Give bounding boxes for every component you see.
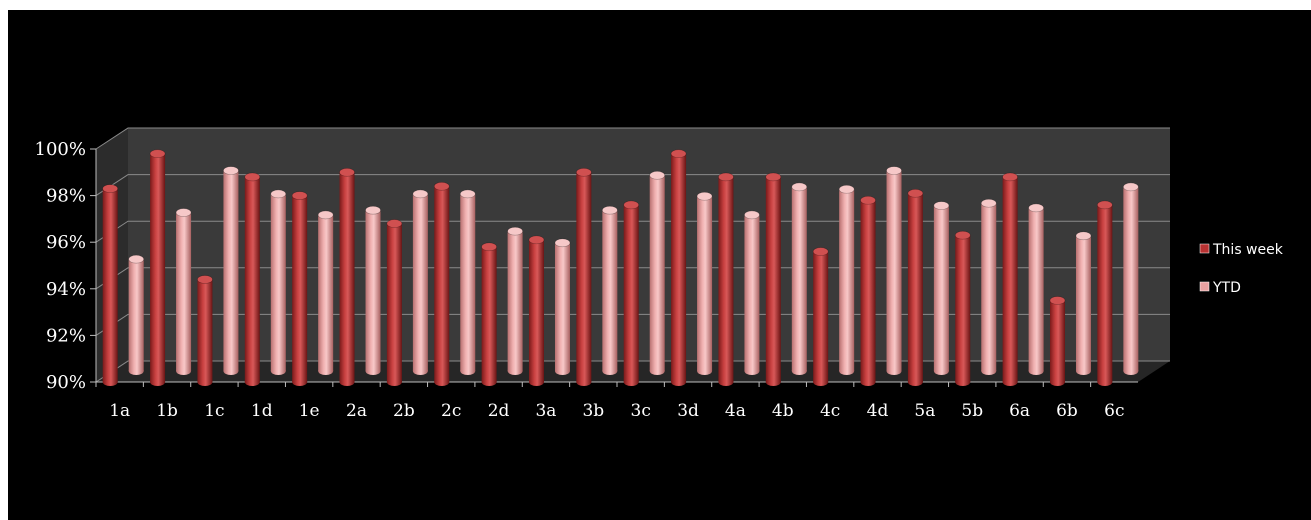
x-tick-label-1a: 1a: [109, 401, 130, 421]
bar-this-week-1d: [244, 172, 261, 386]
y-tick-label: 92%: [46, 325, 86, 346]
x-tick-label-3a: 3a: [535, 401, 556, 421]
bar-ytd-2c: [459, 189, 476, 375]
bar-this-week-2d: [481, 242, 497, 386]
bar-ytd-1b: [175, 208, 192, 375]
legend-item-ytd: YTD: [1199, 280, 1241, 296]
x-tick-label-3b: 3b: [582, 401, 604, 421]
x-tick-label-1c: 1c: [204, 401, 224, 421]
legend-item-this-week: This week: [1199, 242, 1284, 258]
x-tick-label-1d: 1d: [251, 401, 273, 421]
x-tick-label-4a: 4a: [725, 401, 746, 421]
y-tick-label: 96%: [46, 232, 86, 253]
bar-this-week-2a: [339, 168, 355, 386]
legend-label: This week: [1212, 242, 1284, 258]
bar-this-week-4c: [812, 247, 829, 386]
bar-this-week-6c: [1097, 200, 1113, 386]
bar-this-week-1b: [149, 149, 166, 386]
bar-this-week-1e: [291, 191, 308, 386]
legend-swatch: [1199, 243, 1210, 254]
bar-ytd-1a: [128, 254, 145, 375]
bar-ytd-3c: [649, 170, 666, 375]
bar-this-week-2b: [386, 219, 403, 386]
bar-this-week-4a: [718, 172, 734, 386]
bar-this-week-5a: [907, 188, 924, 386]
bar-ytd-6a: [1028, 203, 1044, 375]
chart-svg: 90% 92% 94% 96% 98% 100% 1a 1b 1c 1d 1e 2a 2b 2c 2d 3a…: [35, 127, 1284, 421]
bar-ytd-3b: [602, 205, 618, 375]
bar-ytd-2a: [365, 205, 381, 375]
bar-ytd-2b: [412, 189, 429, 375]
y-tick-label: 98%: [46, 186, 86, 207]
bar-this-week-2c: [433, 181, 450, 386]
x-tick-label-4c: 4c: [820, 401, 840, 421]
bar-this-week-3b: [576, 168, 592, 386]
bar-ytd-3d: [696, 191, 713, 375]
bar-this-week-1a: [102, 184, 119, 386]
bar-this-week-3d: [670, 149, 687, 386]
bar-ytd-5a: [933, 201, 950, 375]
x-tick-label-6c: 6c: [1104, 401, 1124, 421]
x-tick-label-5a: 5a: [914, 401, 935, 421]
legend: This week YTD: [1199, 242, 1284, 296]
chart-frame: 90% 92% 94% 96% 98% 100% 1a 1b 1c 1d 1e 2a 2b 2c 2d 3a…: [8, 10, 1311, 520]
bar-this-week-5b: [954, 230, 971, 386]
bar-this-week-3c: [623, 200, 640, 386]
bar-this-week-3a: [528, 235, 545, 386]
bar-this-week-6a: [1002, 172, 1018, 386]
bar-ytd-2d: [507, 226, 523, 375]
bar-ytd-1c: [223, 166, 239, 375]
bar-ytd-4d: [886, 166, 902, 375]
y-tick-label: 100%: [35, 139, 86, 160]
bar-ytd-3a: [554, 238, 571, 375]
x-tick-label-6b: 6b: [1056, 401, 1078, 421]
legend-swatch: [1199, 281, 1210, 292]
bar-ytd-4b: [791, 182, 808, 375]
x-tick-label-2c: 2c: [441, 401, 461, 421]
bar-this-week-6b: [1049, 296, 1066, 386]
bars: [102, 149, 1139, 386]
bar-ytd-4a: [744, 210, 760, 375]
x-tick-label-4d: 4d: [867, 401, 889, 421]
bar-this-week-4d: [860, 195, 876, 386]
x-axis-ticks: 1a 1b 1c 1d 1e 2a 2b 2c 2d 3a 3b 3c 3d 4a 4b 4c 4d 5a 5b 6a…: [95, 382, 1124, 421]
bar-ytd-1e: [317, 210, 334, 375]
bar-ytd-1d: [270, 189, 287, 375]
x-tick-label-3c: 3c: [631, 401, 651, 421]
x-tick-label-2a: 2a: [346, 401, 367, 421]
bar-ytd-6c: [1123, 182, 1139, 375]
x-tick-label-5b: 5b: [961, 401, 983, 421]
x-tick-label-6a: 6a: [1009, 401, 1030, 421]
bar-ytd-4c: [838, 184, 855, 375]
x-tick-label-1e: 1e: [299, 401, 320, 421]
x-tick-label-2d: 2d: [488, 401, 510, 421]
x-tick-label-4b: 4b: [772, 401, 794, 421]
x-tick-label-2b: 2b: [393, 401, 415, 421]
legend-label: YTD: [1212, 280, 1241, 296]
y-tick-label: 94%: [46, 279, 86, 300]
bar-this-week-4b: [765, 172, 782, 386]
x-tick-label-3d: 3d: [677, 401, 699, 421]
bar-ytd-5b: [980, 198, 997, 375]
gridline: [95, 127, 1170, 150]
bar-ytd-6b: [1075, 231, 1092, 375]
y-tick-label: 90%: [46, 372, 86, 393]
x-tick-label-1b: 1b: [156, 401, 178, 421]
bar-this-week-1c: [197, 275, 213, 386]
